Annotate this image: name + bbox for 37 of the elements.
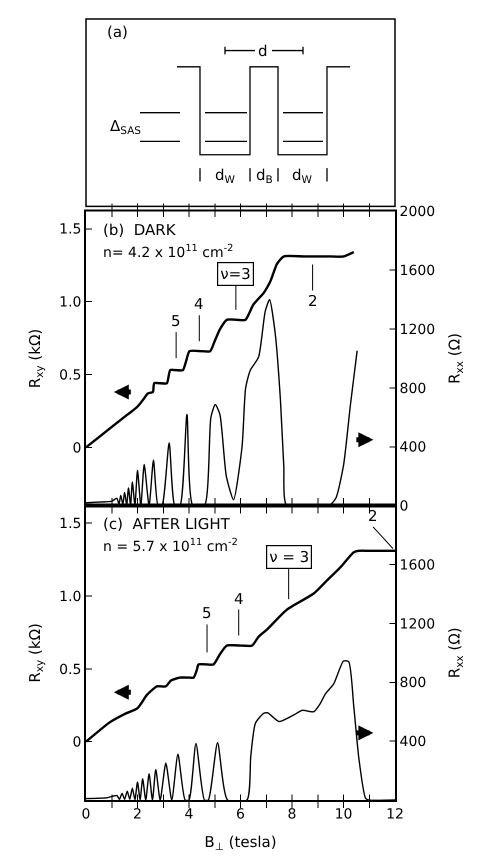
y2-tick-label: 1600 bbox=[400, 557, 436, 574]
x-axis-title: B$_{⊥}$ (tesla) bbox=[204, 833, 277, 854]
y2-tick-label: 400 bbox=[400, 440, 426, 456]
annotation: 4 bbox=[194, 295, 204, 313]
annotation: n = 5.7 x 10$^{11}$ cm$^{-2}$ bbox=[103, 537, 238, 555]
annotation: 2 bbox=[368, 507, 378, 525]
y-tick-label: 0.5 bbox=[59, 662, 82, 678]
annotation: n= 4.2 x 10$^{11}$ cm$^{-2}$ bbox=[103, 243, 234, 261]
x-tick-label: 10 bbox=[334, 806, 352, 823]
y-tick-label: 0 bbox=[72, 440, 82, 456]
y2-tick-label: 2000 bbox=[400, 204, 436, 220]
y2-tick-label: 1600 bbox=[400, 263, 436, 280]
annotation: ν = 3 bbox=[269, 548, 310, 566]
annotation: 5 bbox=[171, 312, 181, 330]
annotation: 4 bbox=[234, 590, 244, 608]
y2-tick-label: 0 bbox=[400, 498, 408, 515]
annotation: 2 bbox=[308, 292, 318, 310]
y2-tick-label: 800 bbox=[400, 380, 426, 397]
x-tick-label: 8 bbox=[288, 806, 296, 823]
y-tick-label: 1.5 bbox=[59, 222, 82, 238]
x-tick-label: 2 bbox=[133, 806, 142, 823]
annotation: 5 bbox=[202, 604, 212, 622]
annotation: (b) DARK bbox=[103, 221, 177, 239]
x-tick-label: 6 bbox=[236, 806, 246, 823]
y-tick-label: 1.0 bbox=[59, 294, 82, 311]
y2-tick-label: 400 bbox=[400, 734, 426, 750]
y-tick-label: 1.0 bbox=[59, 588, 82, 605]
y2-tick-label: 1200 bbox=[400, 616, 436, 632]
x-tick-label: 4 bbox=[184, 806, 194, 823]
y2-tick-label: 1200 bbox=[400, 322, 436, 338]
y-tick-label: 0 bbox=[72, 734, 82, 751]
annotation: (c) AFTER LIGHT bbox=[103, 515, 231, 533]
annotation: ν=3 bbox=[220, 265, 251, 284]
y-tick-label: 0.5 bbox=[59, 367, 82, 384]
y2-tick-label: 800 bbox=[400, 675, 426, 692]
y-tick-label: 1.5 bbox=[59, 516, 82, 532]
x-tick-label: 12 bbox=[386, 806, 404, 823]
